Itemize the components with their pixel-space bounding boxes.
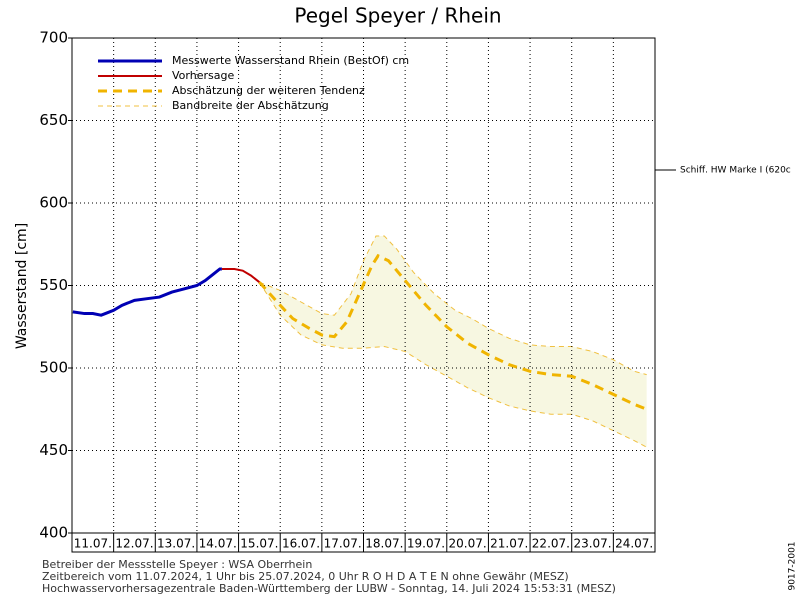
x-tick-label: 20.07. <box>449 537 487 551</box>
footer-line: Betreiber der Messstelle Speyer : WSA Ob… <box>42 558 312 571</box>
x-tick-label: 15.07. <box>240 537 278 551</box>
legend-label: Abschätzung der weiteren Tendenz <box>172 84 365 97</box>
band-upper <box>259 235 647 376</box>
reference-label: Schiff. HW Marke I (620c <box>680 166 791 176</box>
y-tick-label: 400 <box>39 524 68 542</box>
x-tick-label: 21.07. <box>490 537 528 551</box>
x-tick-label: 24.07. <box>615 537 653 551</box>
y-tick-label: 600 <box>39 194 68 212</box>
footer-line: Zeitbereich vom 11.07.2024, 1 Uhr bis 25… <box>42 570 569 583</box>
x-tick-label: 11.07. <box>74 537 112 551</box>
data-line <box>258 253 648 411</box>
data-line <box>72 267 222 317</box>
x-tick-label: 18.07. <box>365 537 403 551</box>
y-tick-label: 650 <box>39 111 68 129</box>
y-axis-label: Wasserstand [cm] <box>14 223 30 349</box>
band-area <box>259 236 647 448</box>
x-tick-label: 14.07. <box>199 537 237 551</box>
y-tick-label: 550 <box>39 276 68 294</box>
x-tick-label: 22.07. <box>532 537 570 551</box>
x-tick-label: 13.07. <box>157 537 195 551</box>
x-tick-label: 23.07. <box>573 537 611 551</box>
legend-label: Bandbreite der Abschätzung <box>172 99 329 112</box>
x-tick-label: 16.07. <box>282 537 320 551</box>
chart-title: Pegel Speyer / Rhein <box>294 4 501 28</box>
data-line <box>221 268 261 283</box>
y-tick-label: 450 <box>39 441 68 459</box>
y-tick-label: 700 <box>39 29 68 47</box>
legend-label: Messwerte Wasserstand Rhein (BestOf) cm <box>172 54 409 67</box>
plot-frame <box>71 37 656 553</box>
code-label: 9017-2001 <box>788 541 798 590</box>
x-tick-label: 12.07. <box>115 537 153 551</box>
y-tick-label: 500 <box>39 359 68 377</box>
legend-label: Vorhersage <box>172 69 234 82</box>
x-tick-label: 19.07. <box>407 537 445 551</box>
x-tick-label: 17.07. <box>324 537 362 551</box>
footer-line: Hochwasservorhersagezentrale Baden-Württ… <box>42 582 616 595</box>
band-lower <box>258 281 647 448</box>
